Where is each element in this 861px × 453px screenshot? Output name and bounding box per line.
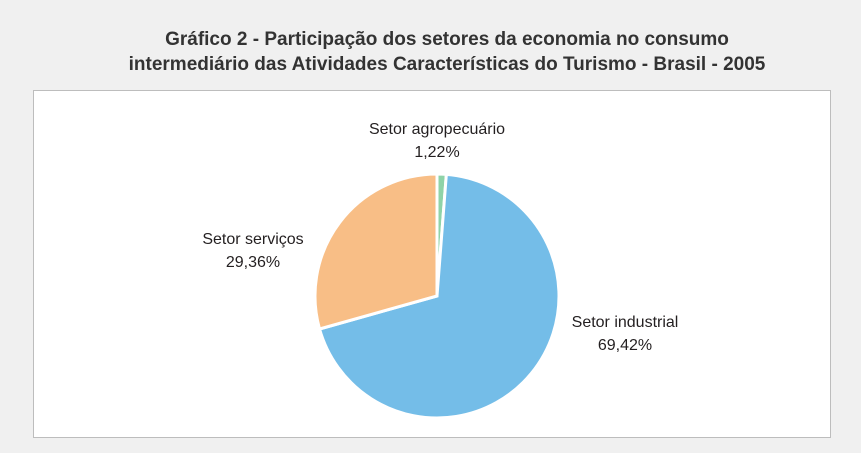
chart-title: intermediário das Atividades Característ… xyxy=(129,54,766,75)
slice-label: Setor serviços xyxy=(202,231,303,248)
slice-value-label: 1,22% xyxy=(414,144,459,161)
pie-slice xyxy=(317,172,561,420)
chart-title: Gráfico 2 - Participação dos setores da … xyxy=(165,29,729,50)
slice-value-label: 69,42% xyxy=(598,337,652,354)
slice-label: Setor agropecuário xyxy=(369,121,505,138)
slice-label: Setor industrial xyxy=(572,314,679,331)
slice-value-label: 29,36% xyxy=(226,254,280,271)
pie-slice xyxy=(313,172,439,331)
